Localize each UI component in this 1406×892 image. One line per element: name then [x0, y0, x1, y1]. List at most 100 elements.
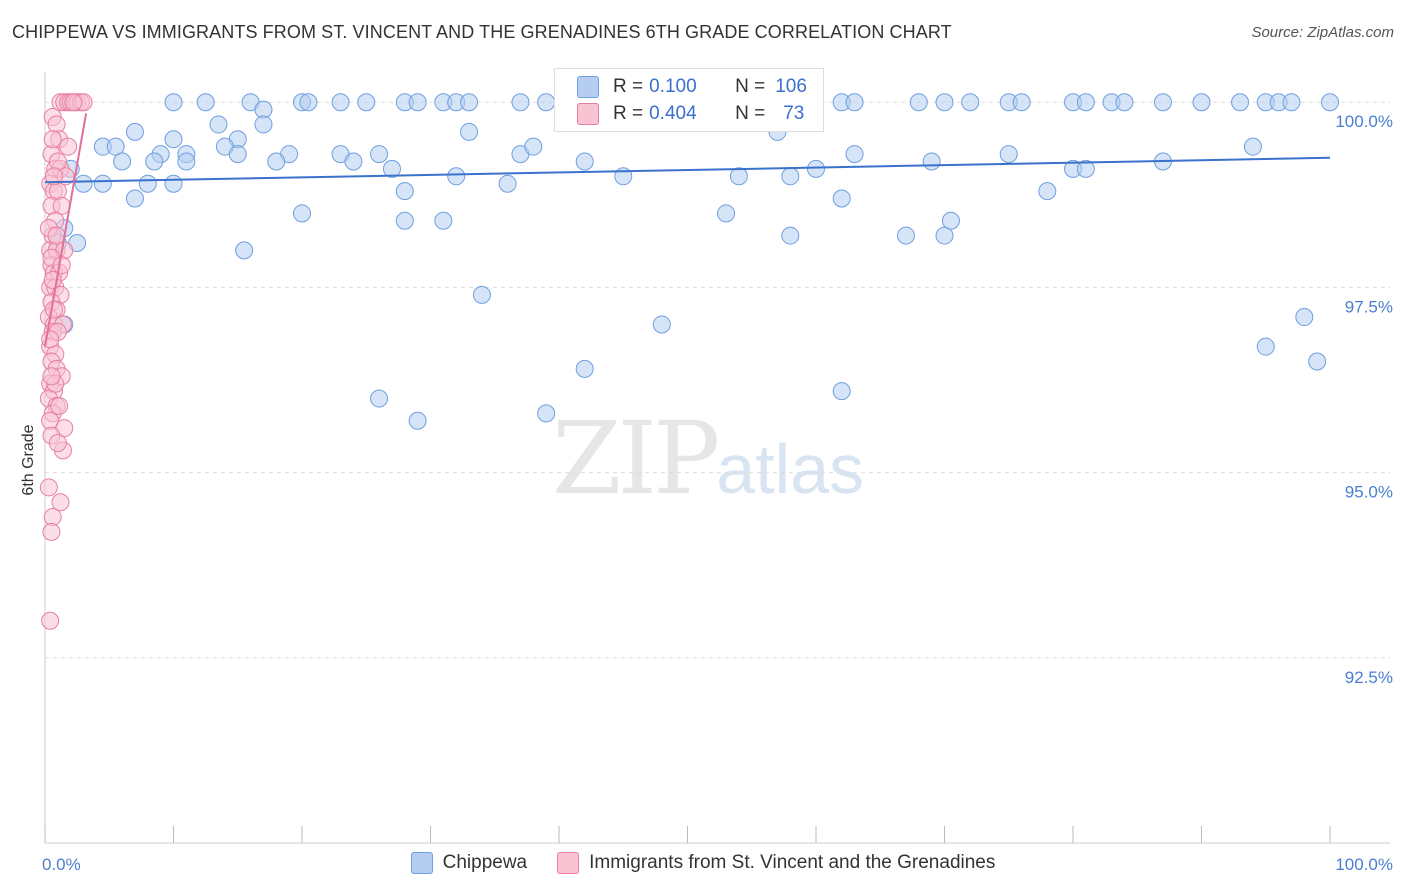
data-point: [235, 241, 254, 260]
y-axis-label: 6th Grade: [20, 424, 37, 495]
x-tick-label-max: 100.0%: [1335, 855, 1393, 874]
axes: [44, 72, 1390, 844]
data-point: [537, 93, 556, 112]
data-point: [1256, 337, 1275, 356]
data-point: [498, 174, 517, 193]
data-point: [47, 226, 66, 245]
stats-n-value: 106: [775, 76, 807, 97]
data-point: [59, 137, 78, 156]
watermark: ZIPatlas: [552, 400, 864, 517]
data-point: [93, 174, 112, 193]
stats-box: R = 0.100 N = 106 R = 0.404 N = 73: [554, 68, 824, 132]
data-point: [1076, 159, 1095, 178]
data-point: [64, 93, 83, 112]
data-point: [935, 93, 954, 112]
data-point: [164, 93, 183, 112]
y-tick-label: 92.5%: [1345, 668, 1393, 687]
data-point: [177, 152, 196, 171]
data-point: [357, 93, 376, 112]
stats-r-value: 0.100: [649, 76, 697, 97]
data-point: [537, 404, 556, 423]
data-point: [299, 93, 318, 112]
data-point: [717, 204, 736, 223]
stats-swatch-chippewa: [577, 76, 599, 98]
trend-line: [44, 113, 88, 347]
stats-r-label: R =: [613, 103, 644, 124]
data-point: [909, 93, 928, 112]
data-point: [44, 167, 63, 186]
y-tick-label: 97.5%: [1345, 297, 1393, 316]
data-point: [524, 137, 543, 156]
data-point: [999, 145, 1018, 164]
data-point: [729, 167, 748, 186]
watermark-atlas: atlas: [716, 430, 865, 508]
data-point: [961, 93, 980, 112]
stats-r-label: R =: [613, 76, 644, 97]
data-point: [48, 152, 67, 171]
data-point: [52, 256, 71, 275]
data-point: [47, 115, 66, 134]
data-point: [370, 145, 389, 164]
data-point: [164, 174, 183, 193]
data-point: [41, 330, 60, 349]
data-point: [460, 93, 479, 112]
data-point: [1282, 93, 1301, 112]
legend-label-chippewa: Chippewa: [442, 852, 528, 873]
legend-swatch-st-vincent: [557, 852, 580, 874]
data-point: [575, 359, 594, 378]
stats-n-label: N =: [735, 76, 766, 97]
data-point: [106, 137, 125, 156]
series-st-vincent: [39, 93, 93, 630]
legend-item-chippewa[interactable]: Chippewa: [410, 852, 528, 874]
data-point: [1308, 352, 1327, 371]
data-point: [408, 411, 427, 430]
data-point: [472, 285, 491, 304]
data-point: [74, 174, 93, 193]
data-point: [575, 152, 594, 171]
data-point: [395, 211, 414, 230]
data-point: [832, 382, 851, 401]
y-tick-label: 95.0%: [1345, 483, 1393, 502]
trend-lines: [44, 113, 1331, 347]
data-point: [1038, 182, 1057, 201]
data-point: [293, 204, 311, 223]
data-point: [434, 211, 453, 230]
legend-label-st-vincent: Immigrants from St. Vincent and the Gren…: [589, 852, 996, 873]
data-point: [652, 315, 671, 334]
data-point: [42, 522, 61, 541]
data-point: [113, 152, 132, 171]
stats-swatch-st-vincent: [577, 103, 599, 125]
x-tick-label-min: 0.0%: [42, 855, 81, 874]
stats-row-st-vincent: R = 0.404 N = 73: [577, 101, 804, 127]
data-point: [125, 122, 144, 141]
legend-item-st-vincent[interactable]: Immigrants from St. Vincent and the Gren…: [557, 852, 995, 874]
data-point: [781, 167, 800, 186]
data-point: [1076, 93, 1095, 112]
data-point: [370, 389, 389, 408]
data-point: [1012, 93, 1031, 112]
data-point: [44, 300, 63, 319]
series-chippewa: [48, 93, 1339, 430]
data-point: [1115, 93, 1134, 112]
data-point: [408, 93, 427, 112]
stats-r-value: 0.404: [649, 103, 697, 124]
data-point: [511, 93, 530, 112]
data-point: [209, 115, 228, 134]
data-point: [395, 182, 414, 201]
data-point: [832, 189, 851, 208]
legend: Chippewa Immigrants from St. Vincent and…: [0, 852, 1406, 874]
data-point: [447, 167, 466, 186]
data-point: [1321, 93, 1339, 112]
grid-lines: [45, 101, 1390, 659]
data-point: [331, 93, 350, 112]
data-point: [781, 226, 800, 245]
data-point: [48, 433, 67, 452]
data-point: [39, 478, 58, 497]
data-point: [267, 152, 286, 171]
data-point: [845, 93, 864, 112]
legend-swatch-chippewa: [410, 852, 433, 874]
data-point: [51, 493, 70, 512]
data-point: [807, 159, 825, 178]
data-point: [1243, 137, 1262, 156]
